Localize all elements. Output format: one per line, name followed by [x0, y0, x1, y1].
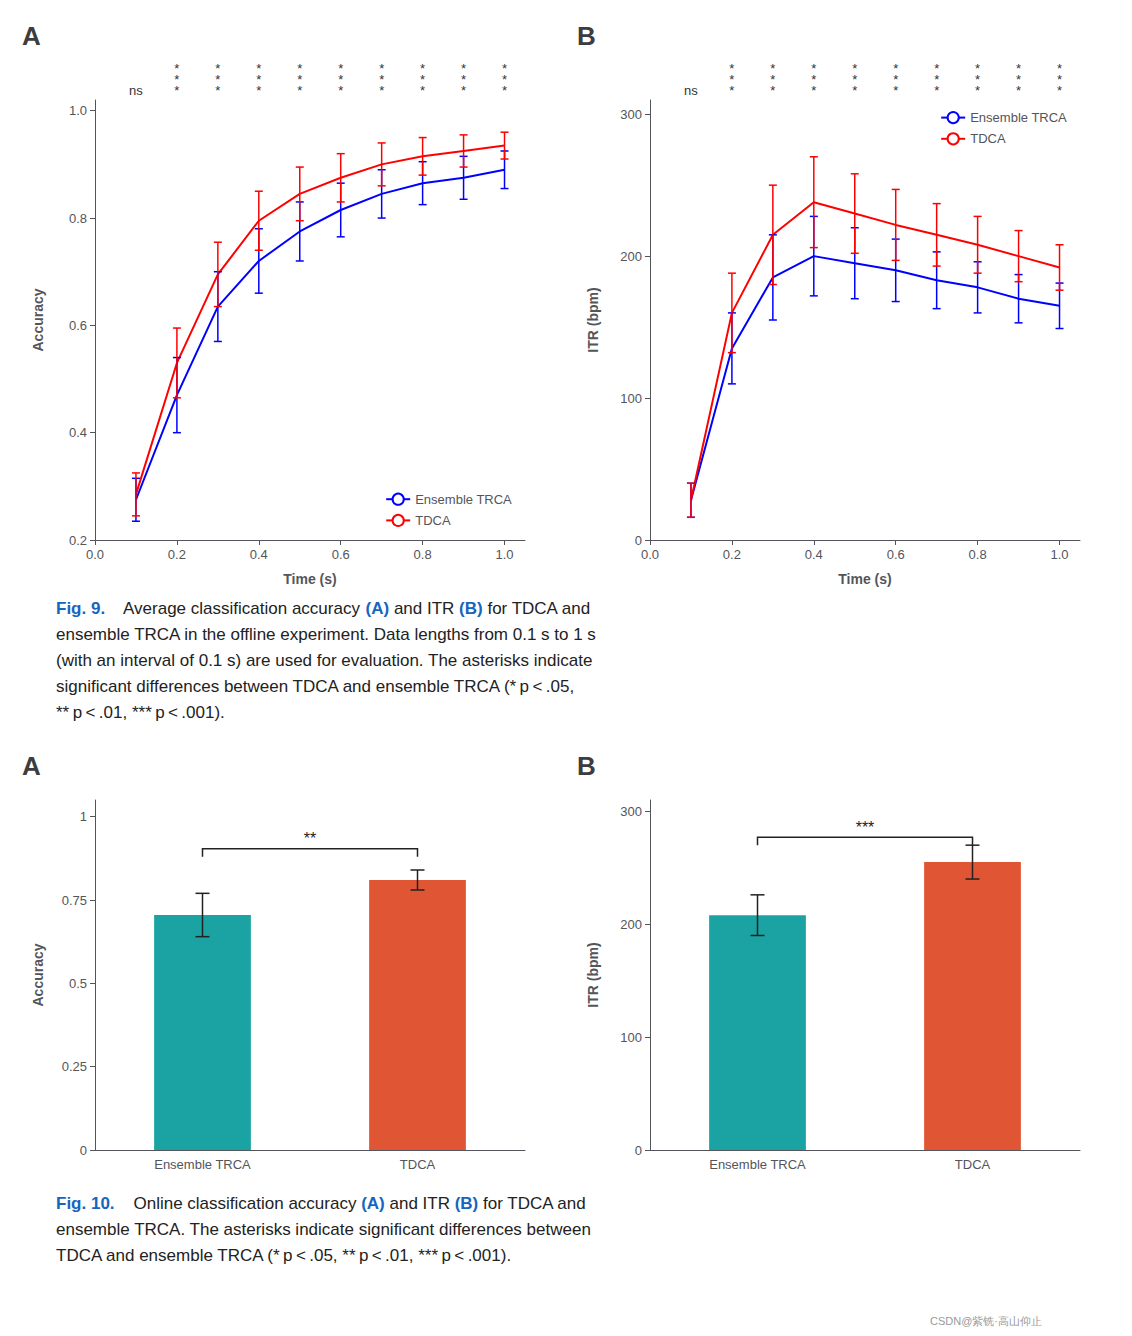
svg-text:0.5: 0.5	[69, 976, 87, 991]
svg-text:*: *	[852, 83, 857, 98]
svg-text:Ensemble TRCA: Ensemble TRCA	[709, 1157, 806, 1172]
svg-text:0.2: 0.2	[723, 547, 741, 562]
svg-text:ensemble TRCA in the offline e: ensemble TRCA in the offline experiment.…	[56, 625, 596, 644]
svg-text:0.4: 0.4	[805, 547, 823, 562]
svg-text:B: B	[577, 21, 596, 51]
svg-text:Average classification accurac: Average classification accuracy	[105, 599, 365, 618]
svg-text:0.6: 0.6	[887, 547, 905, 562]
svg-text:*: *	[1016, 83, 1021, 98]
svg-text:0.6: 0.6	[332, 547, 350, 562]
svg-text:ns: ns	[129, 83, 143, 98]
svg-text:Accuracy: Accuracy	[30, 943, 46, 1006]
svg-text:*: *	[770, 83, 775, 98]
svg-text:(B): (B)	[455, 1194, 479, 1213]
svg-text:***: ***	[856, 819, 875, 836]
svg-text:1.0: 1.0	[1050, 547, 1068, 562]
svg-text:200: 200	[620, 249, 642, 264]
svg-text:Fig. 9.: Fig. 9.	[56, 599, 105, 618]
svg-text:0: 0	[80, 1143, 87, 1158]
svg-text:A: A	[22, 21, 41, 51]
svg-text:Online classification accuracy: Online classification accuracy	[115, 1194, 362, 1213]
svg-text:*: *	[379, 83, 384, 98]
svg-text:*: *	[338, 83, 343, 98]
svg-text:Time (s): Time (s)	[838, 571, 891, 587]
svg-text:0.0: 0.0	[86, 547, 104, 562]
svg-text:TDCA: TDCA	[955, 1157, 991, 1172]
svg-text:*: *	[893, 83, 898, 98]
svg-text:TDCA and ensemble TRCA (* p <: TDCA and ensemble TRCA (* p < .05, ** p …	[56, 1246, 511, 1265]
svg-text:*: *	[297, 83, 302, 98]
svg-text:Fig. 10.: Fig. 10.	[56, 1194, 115, 1213]
svg-text:0.75: 0.75	[62, 893, 87, 908]
svg-text:Time (s): Time (s)	[283, 571, 336, 587]
svg-text:300: 300	[620, 107, 642, 122]
svg-text:*: *	[729, 83, 734, 98]
svg-text:Accuracy: Accuracy	[30, 288, 46, 351]
svg-text:*: *	[502, 83, 507, 98]
svg-text:(A): (A)	[366, 599, 390, 618]
svg-text:(with an interval of 0.1 s) ar: (with an interval of 0.1 s) are used for…	[56, 651, 592, 670]
svg-text:*: *	[934, 83, 939, 98]
svg-text:*: *	[461, 83, 466, 98]
svg-text:ITR (bpm): ITR (bpm)	[585, 287, 601, 352]
svg-text:significant differences betwee: significant differences between TDCA and…	[56, 677, 574, 696]
svg-text:ns: ns	[684, 83, 698, 98]
svg-text:0.8: 0.8	[414, 547, 432, 562]
svg-text:TDCA: TDCA	[400, 1157, 436, 1172]
svg-text:100: 100	[620, 391, 642, 406]
svg-text:*: *	[256, 83, 261, 98]
svg-text:0.4: 0.4	[69, 425, 87, 440]
svg-text:0.8: 0.8	[969, 547, 987, 562]
svg-text:100: 100	[620, 1030, 642, 1045]
svg-text:ensemble TRCA. The asterisks i: ensemble TRCA. The asterisks indicate si…	[56, 1220, 591, 1239]
svg-text:0.2: 0.2	[168, 547, 186, 562]
svg-text:0.2: 0.2	[69, 533, 87, 548]
svg-text:(A): (A)	[361, 1194, 385, 1213]
svg-text:*: *	[811, 83, 816, 98]
svg-text:0: 0	[635, 533, 642, 548]
svg-text:and ITR: and ITR	[389, 599, 459, 618]
svg-text:ITR (bpm): ITR (bpm)	[585, 942, 601, 1007]
svg-text:TDCA: TDCA	[970, 131, 1006, 146]
svg-text:and ITR: and ITR	[385, 1194, 455, 1213]
svg-text:*: *	[174, 83, 179, 98]
svg-text:*: *	[420, 83, 425, 98]
svg-text:0.4: 0.4	[250, 547, 268, 562]
svg-text:** p < .01, *** p < .001).: ** p < .01, *** p < .001).	[56, 703, 225, 722]
svg-text:A: A	[22, 751, 41, 781]
svg-text:0: 0	[635, 1143, 642, 1158]
svg-text:for TDCA and: for TDCA and	[483, 599, 590, 618]
svg-text:200: 200	[620, 917, 642, 932]
svg-text:1.0: 1.0	[495, 547, 513, 562]
svg-text:Ensemble TRCA: Ensemble TRCA	[154, 1157, 251, 1172]
svg-text:Ensemble TRCA: Ensemble TRCA	[415, 492, 512, 507]
svg-text:*: *	[1057, 83, 1062, 98]
svg-text:*: *	[215, 83, 220, 98]
svg-text:0.8: 0.8	[69, 211, 87, 226]
svg-text:CSDN@紫铣·高山仰止: CSDN@紫铣·高山仰止	[930, 1315, 1042, 1327]
svg-text:TDCA: TDCA	[415, 513, 451, 528]
svg-text:(B): (B)	[459, 599, 483, 618]
svg-text:for TDCA and: for TDCA and	[478, 1194, 585, 1213]
svg-text:**: **	[304, 830, 316, 847]
svg-text:300: 300	[620, 804, 642, 819]
svg-text:0.25: 0.25	[62, 1059, 87, 1074]
svg-text:0.6: 0.6	[69, 318, 87, 333]
svg-text:0.0: 0.0	[641, 547, 659, 562]
svg-text:*: *	[975, 83, 980, 98]
svg-text:B: B	[577, 751, 596, 781]
svg-text:1: 1	[80, 809, 87, 824]
svg-text:Ensemble TRCA: Ensemble TRCA	[970, 110, 1067, 125]
svg-text:1.0: 1.0	[69, 103, 87, 118]
